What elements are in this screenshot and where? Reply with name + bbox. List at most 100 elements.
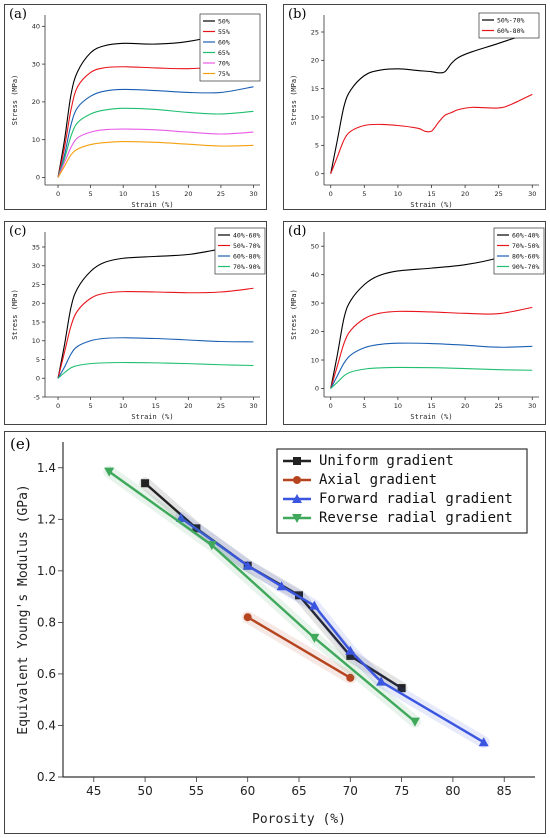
- series-line: [57, 128, 254, 178]
- legend: 40%-60% 50%-70% 60%-80% 70%-90%: [214, 227, 266, 275]
- chart-c: 0 5 10 15 20 25 30 -5 0 5 10 15 20 25 30 35 Strain (%) St…: [11, 227, 266, 421]
- y-tick-label: 35: [32, 243, 40, 251]
- x-tick-label: 25: [217, 402, 225, 410]
- series-line: [57, 86, 254, 178]
- y-tick-label: 30: [32, 60, 40, 68]
- x-tick-label: 30: [528, 402, 536, 410]
- x-tick-label: 45: [86, 784, 101, 798]
- legend-label: 75%: [218, 70, 230, 78]
- legend-label: 65%: [218, 49, 230, 57]
- x-tick-label: 20: [461, 402, 469, 410]
- series-4: [103, 465, 421, 728]
- x-tick-label: 15: [152, 402, 160, 410]
- series-1: [57, 240, 254, 379]
- y-tick-label: 5: [315, 142, 319, 150]
- y-axis-label: Stress (MPa): [11, 75, 19, 126]
- x-tick-label: 20: [461, 190, 469, 198]
- y-tick-label: 0: [36, 174, 40, 182]
- legend-label: 70%-50%: [512, 242, 539, 250]
- series-line: [330, 244, 533, 389]
- series-6: [57, 141, 254, 178]
- series-4: [57, 361, 254, 379]
- x-tick-label: 10: [119, 190, 127, 198]
- series-1: [330, 244, 533, 389]
- x-tick-label: 25: [495, 402, 503, 410]
- data-point-square: [293, 457, 301, 465]
- legend-label: 80%-60%: [512, 252, 539, 260]
- data-point-square: [346, 651, 355, 660]
- x-tick-label: 5: [89, 402, 93, 410]
- y-tick-label: 0: [315, 385, 319, 393]
- y-tick-label: 10: [32, 337, 40, 345]
- x-axis-label: Strain (%): [410, 413, 452, 421]
- x-tick-label: 85: [497, 784, 512, 798]
- x-axis-label: Porosity (%): [252, 812, 346, 827]
- x-tick-label: 15: [152, 190, 160, 198]
- legend-label: 70%-90%: [233, 263, 260, 271]
- series-line: [57, 141, 254, 178]
- series-line: [57, 361, 254, 379]
- x-tick-label: 30: [249, 190, 257, 198]
- x-tick-label: 15: [427, 402, 435, 410]
- y-axis-label: Equivalent Young's Modulus (GPa): [16, 484, 31, 734]
- series-line: [57, 240, 254, 379]
- data-point-circle: [346, 673, 355, 682]
- panel-c: (c) 0 5 10 15 20 25 30 -5 0 5 10 15 20 25 30 35 Strain (…: [4, 221, 267, 425]
- y-tick-label: 40: [32, 23, 40, 31]
- series-line: [57, 337, 254, 379]
- data-point-circle: [293, 476, 301, 484]
- x-axis-label: Strain (%): [131, 201, 173, 209]
- legend-label: 90%-70%: [512, 263, 539, 271]
- y-tick-label: 25: [32, 281, 40, 289]
- panel-label: (d): [288, 224, 307, 239]
- y-tick-label: 15: [32, 318, 40, 326]
- legend-label: 50%: [218, 17, 230, 25]
- series-2: [57, 56, 254, 178]
- panel-a: (a) 0 5 10 15 20 25 30 0 10 20 30 40 Strain (%) Stres…: [4, 4, 267, 210]
- series-4: [330, 366, 533, 389]
- y-tick-label: 15: [311, 85, 319, 93]
- x-tick-label: 25: [217, 190, 225, 198]
- series-4: [57, 107, 254, 178]
- x-axis-label: Strain (%): [131, 413, 173, 421]
- series-line: [330, 342, 533, 389]
- legend-label: Axial gradient: [319, 472, 437, 488]
- chart-b: 0 5 10 15 20 25 30 0 5 10 15 20 25 Strain (%) Stress (…: [290, 12, 540, 209]
- series-line: [330, 306, 533, 389]
- y-tick-label: 5: [36, 356, 40, 364]
- series-line: [330, 93, 533, 174]
- series-2: [241, 611, 357, 684]
- data-point-square: [141, 479, 150, 488]
- x-tick-label: 75: [394, 784, 409, 798]
- y-tick-label: 40: [311, 271, 319, 279]
- data-point-triangle-down: [104, 467, 115, 477]
- series-line: [108, 470, 416, 723]
- x-tick-label: 0: [329, 190, 333, 198]
- panel-b: (b) 0 5 10 15 20 25 30 0 5 10 15 20 25 Strain (%) Stre…: [283, 4, 546, 210]
- data-point-triangle-up: [242, 560, 253, 570]
- legend-label: 50%-70%: [497, 16, 524, 24]
- data-point-triangle-up: [376, 676, 387, 686]
- x-tick-label: 55: [189, 784, 204, 798]
- legend-box: [478, 12, 540, 39]
- x-tick-label: 65: [291, 784, 306, 798]
- data-point-triangle-up: [478, 737, 489, 747]
- x-tick-label: 15: [427, 190, 435, 198]
- y-tick-label: 20: [32, 300, 40, 308]
- panel-e: (e) 45 50 55 60 65 70 75 80 85 0.2 0.4 0.6 0.8 1.0 1.2…: [4, 431, 546, 834]
- y-tick-label: 1.4: [37, 461, 56, 475]
- series-line: [247, 616, 351, 679]
- legend-box: [276, 448, 528, 534]
- y-tick-label: 30: [311, 299, 319, 307]
- series-3: [330, 342, 533, 389]
- x-tick-label: 70: [343, 784, 358, 798]
- x-tick-label: 80: [445, 784, 460, 798]
- x-tick-label: 20: [184, 402, 192, 410]
- y-tick-label: 0.4: [37, 719, 56, 733]
- y-tick-label: 10: [32, 136, 40, 144]
- x-tick-label: 5: [362, 402, 366, 410]
- panel-d: (d) 0 5 10 15 20 25 30 0 10 20 30 40 50 Strain (%) Str…: [283, 221, 546, 425]
- y-tick-label: 10: [311, 113, 319, 121]
- x-tick-label: 5: [362, 190, 366, 198]
- legend: 50%-70% 60%-80%: [478, 12, 540, 39]
